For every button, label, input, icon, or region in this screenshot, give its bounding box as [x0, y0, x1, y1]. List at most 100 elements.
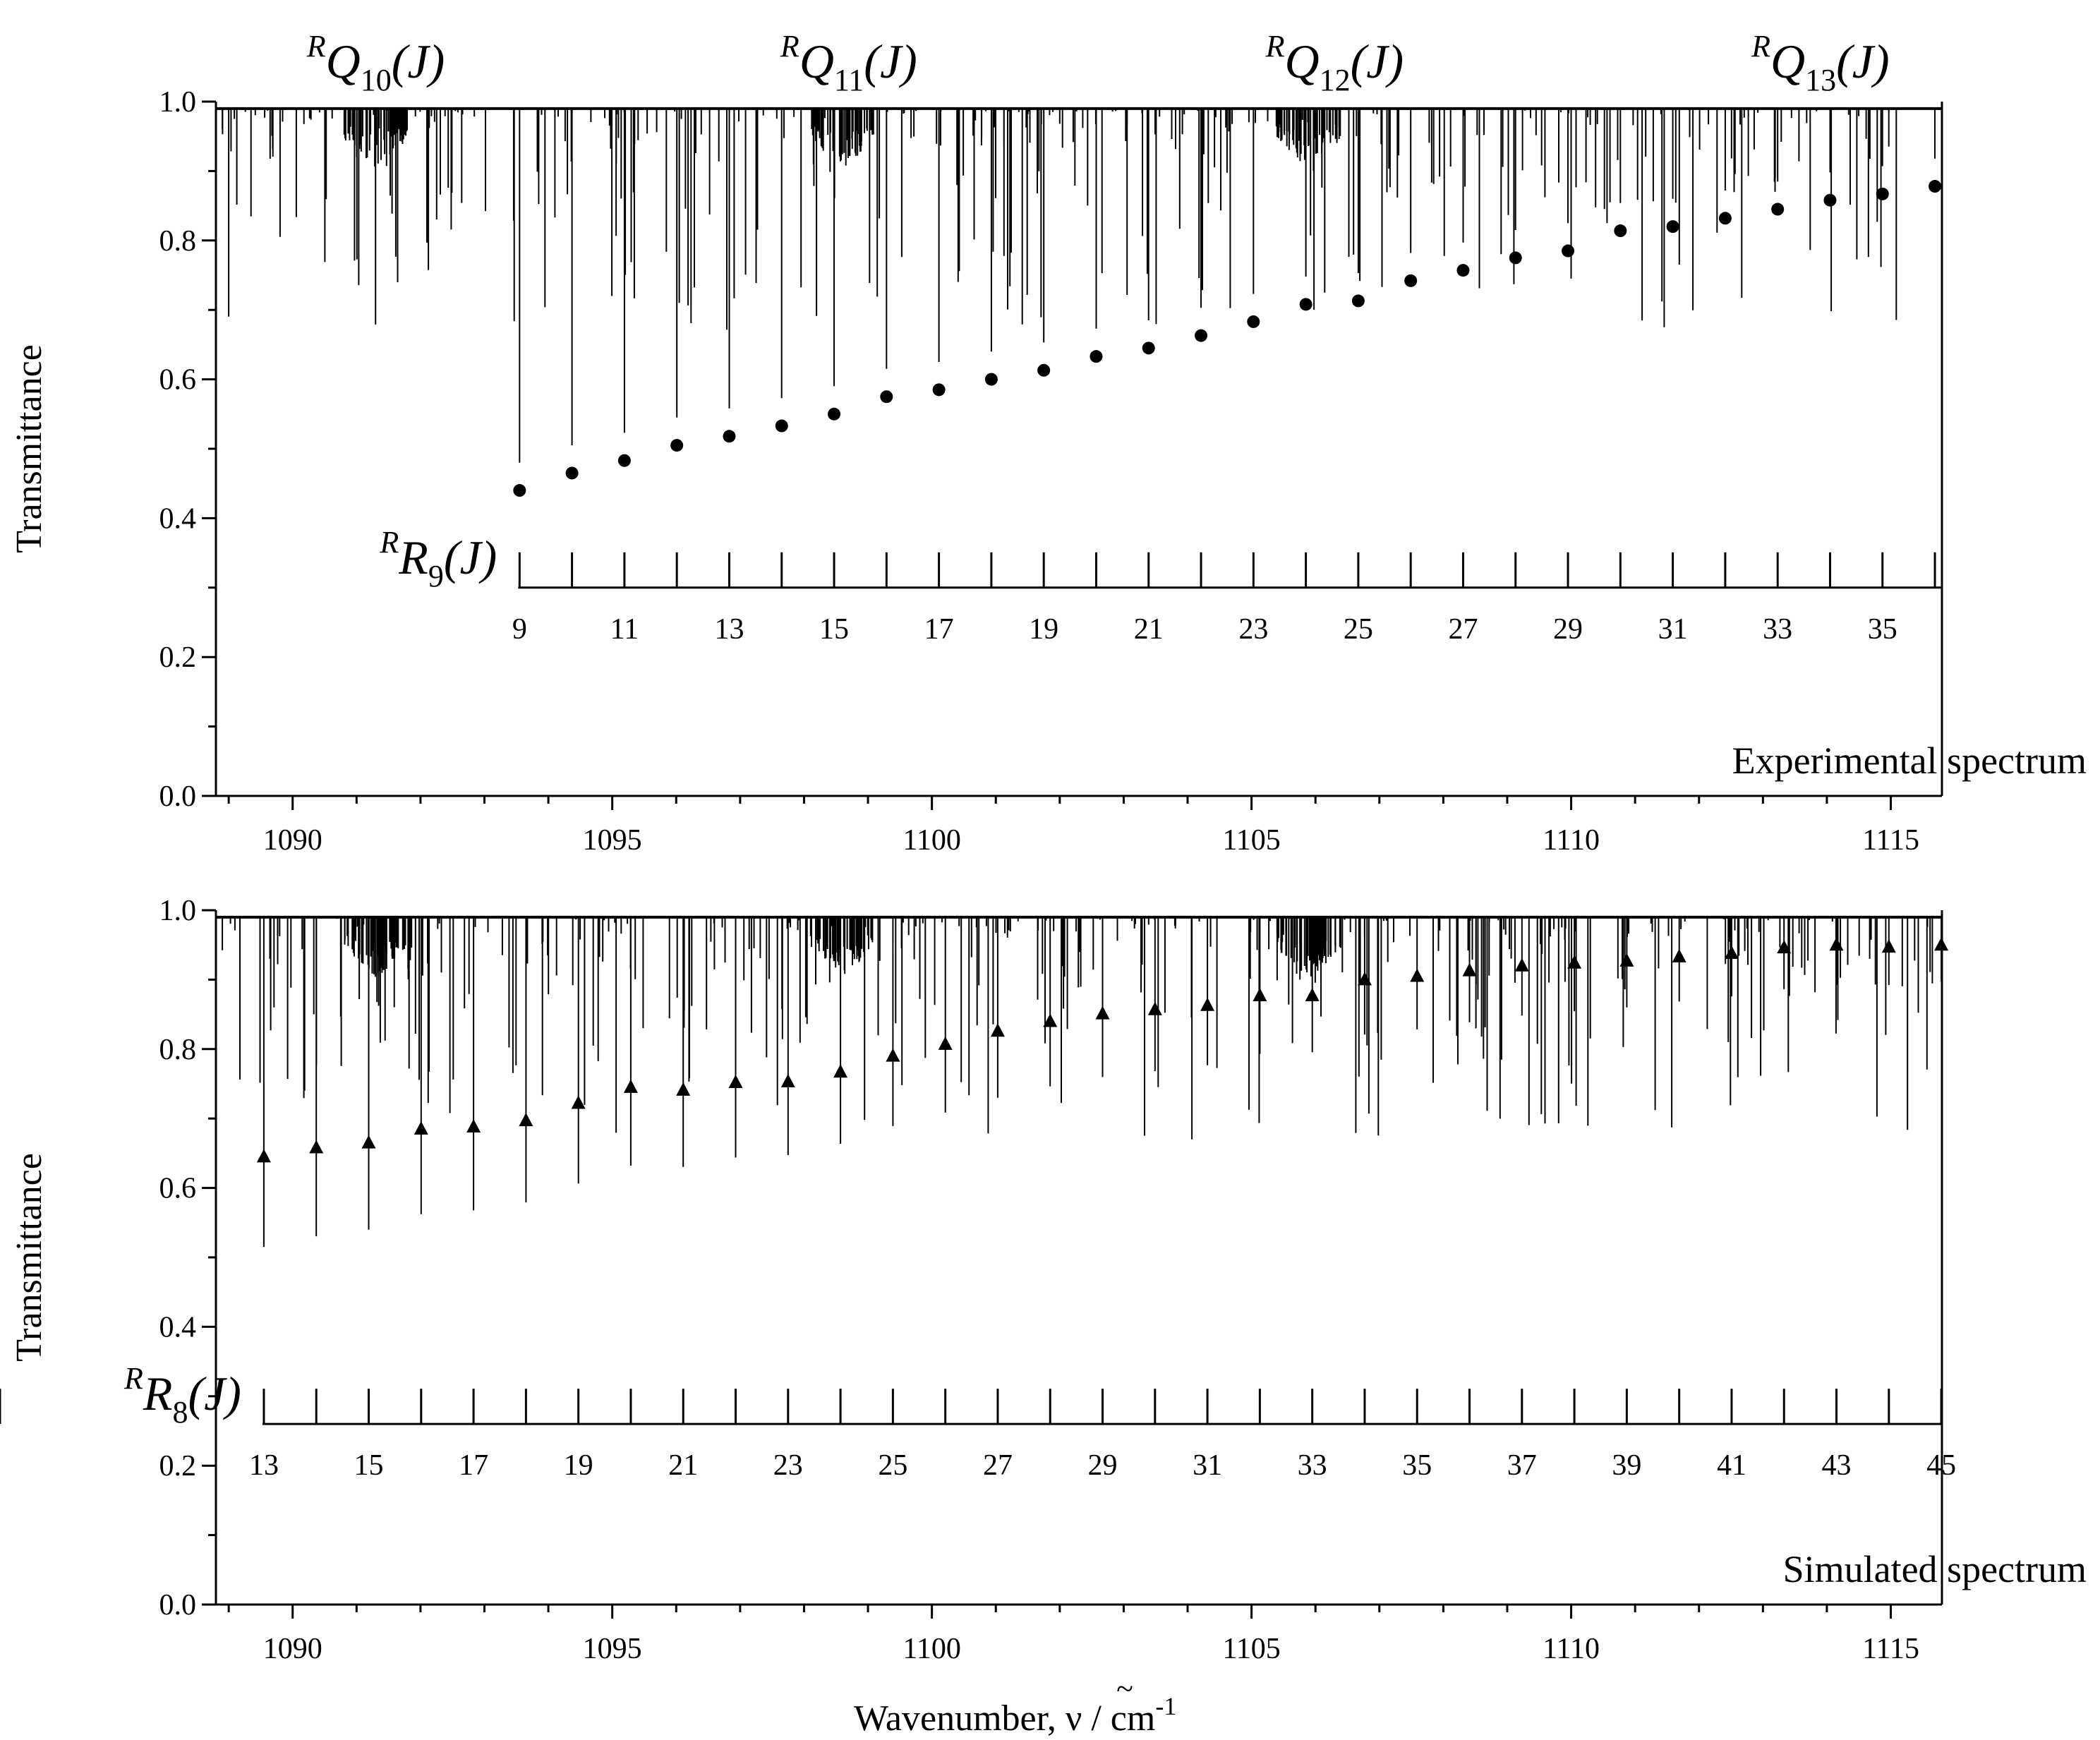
comb-J-label: 19 [564, 1449, 593, 1482]
q-branch-label: RQ13(J) [1751, 29, 1890, 97]
comb-J-label: 33 [1763, 613, 1792, 646]
x-tick-label: 1115 [1862, 1633, 1919, 1665]
q-branch-label: RQ10(J) [306, 29, 445, 97]
comb-J-label: 29 [1088, 1449, 1118, 1482]
x-axis-title: Wavenumber, ν / cm-1 ~ [854, 1672, 1176, 1739]
x-tick-label: 1100 [903, 1633, 960, 1665]
comb-label-sup: R [123, 1361, 143, 1396]
data-point [1619, 953, 1634, 967]
x-tick-label: 1105 [1222, 1633, 1280, 1665]
comb-J-label: 21 [1134, 613, 1164, 646]
q-branch-label: RQ11(J) [780, 29, 917, 97]
comb-J-label: 27 [983, 1449, 1013, 1482]
y-tick-label: 0.2 [159, 641, 197, 674]
q-branch-tail: ( [392, 35, 411, 88]
data-point [886, 1048, 900, 1062]
comb-J-label: 13 [249, 1449, 279, 1482]
q-branch-J: J [1366, 35, 1389, 88]
x-tick-label: 1090 [263, 824, 322, 857]
y-tick-label: 0.8 [159, 225, 197, 258]
q-branch-J: J [880, 35, 903, 88]
data-point [571, 1095, 586, 1109]
y-tick-label: 0.6 [159, 1173, 197, 1205]
data-point [1147, 1001, 1162, 1015]
comb-J-label: 39 [1612, 1449, 1641, 1482]
comb-label-J: J [204, 1367, 227, 1420]
comb-J-label: 19 [1029, 613, 1058, 646]
comb-label-sub: 8 [172, 1395, 188, 1430]
comb-J-label: 43 [1822, 1449, 1852, 1482]
y-tick-label: 1.0 [159, 895, 197, 927]
data-point [1567, 955, 1582, 969]
data-point [723, 430, 736, 443]
comb-label-close: ) [222, 1367, 241, 1420]
data-point [513, 484, 526, 497]
x-tick-label: 1100 [903, 824, 960, 857]
marker-series [256, 937, 1949, 1163]
comb-label: RR9(J) [379, 525, 497, 593]
comb-J-label: 41 [1717, 1449, 1746, 1482]
data-point [1037, 363, 1051, 377]
data-point [466, 1119, 481, 1133]
y-tick-label: 0.8 [159, 1034, 197, 1066]
comb-label-J: J [459, 531, 483, 584]
data-point [1404, 274, 1418, 287]
q-branch-label: RQ12(J) [1265, 29, 1404, 97]
x-tick-label: 1110 [1543, 1633, 1600, 1665]
data-point [1514, 957, 1529, 972]
data-point [1462, 962, 1477, 977]
data-point [1929, 180, 1942, 193]
data-point [1672, 948, 1686, 962]
data-point [1456, 264, 1470, 277]
data-point [932, 383, 946, 397]
data-point [833, 1064, 848, 1078]
data-point [670, 439, 684, 452]
data-point [1357, 972, 1372, 986]
data-point [1881, 939, 1896, 953]
comb-J-label: 23 [1238, 613, 1268, 646]
q-branch-main: Q [1770, 35, 1805, 88]
data-point [1823, 193, 1837, 207]
data-point [617, 454, 631, 467]
x-tick-label: 1090 [263, 1633, 322, 1665]
x-axis-title-exponent: -1 [1155, 1692, 1176, 1720]
spectrum-trace [216, 915, 1943, 1247]
spectrum-lines [222, 108, 1936, 463]
y-tick-label: 0.0 [159, 780, 197, 813]
data-point [1351, 294, 1365, 308]
data-point [1614, 224, 1627, 238]
data-point [728, 1075, 743, 1089]
data-point [1299, 298, 1312, 311]
comb-J-label: 29 [1553, 613, 1583, 646]
x-tick-label: 1095 [583, 824, 642, 857]
panel-caption: Simulated spectrum [1783, 1548, 2087, 1590]
data-point [1247, 315, 1260, 328]
comb-label: RR8(J) [123, 1361, 241, 1430]
x-axis-title-unit: / cm [1082, 1698, 1155, 1739]
q-branch-sub: 12 [1320, 63, 1351, 97]
comb-J-label: 45 [1926, 1449, 1956, 1482]
data-point [1410, 968, 1425, 982]
y-tick-label: 0.4 [159, 1311, 197, 1343]
svg-text:Wavenumber, ν / cm-1: Wavenumber, ν / cm-1 [854, 1692, 1176, 1739]
spectrum-lines [222, 917, 1943, 1247]
comb-J-label: 35 [1402, 1449, 1432, 1482]
y-axis-title: Transmittance [9, 1153, 49, 1362]
data-point [828, 407, 841, 421]
y-axis-title: Transmittance [9, 344, 49, 553]
q-branch-tail: ( [864, 35, 883, 88]
comb-J-label: 25 [1344, 613, 1373, 646]
data-point [519, 1113, 533, 1127]
data-point [1666, 220, 1679, 234]
comb-J-label: 33 [1298, 1449, 1327, 1482]
data-point [565, 466, 579, 480]
data-point [414, 1120, 428, 1135]
comb-J-label: 37 [1507, 1449, 1537, 1482]
data-point [1876, 187, 1889, 200]
data-point [1724, 945, 1739, 960]
q-branch-tail: ( [1351, 35, 1370, 88]
q-branch-sup: R [1751, 29, 1770, 64]
data-point [1305, 988, 1320, 1002]
comb-J-label: 15 [819, 613, 849, 646]
